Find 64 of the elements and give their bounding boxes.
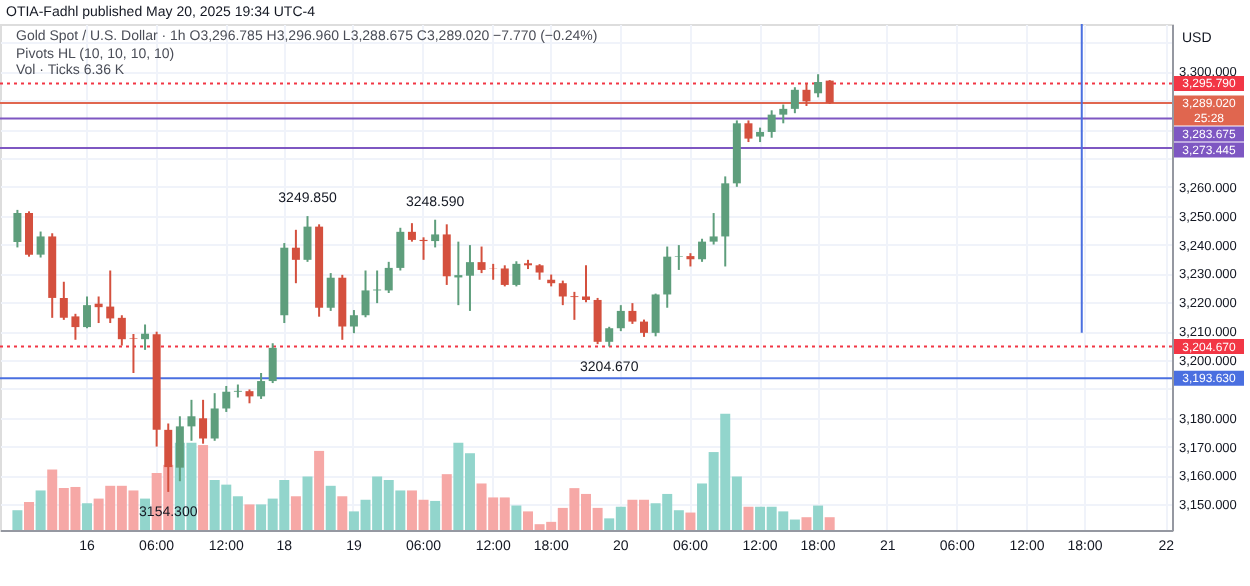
bar bbox=[244, 504, 255, 530]
candlestick bbox=[651, 292, 660, 338]
bar bbox=[82, 503, 93, 530]
bar bbox=[314, 450, 325, 530]
candlestick bbox=[570, 290, 579, 321]
bar bbox=[198, 445, 209, 530]
candlestick bbox=[465, 244, 474, 312]
candlestick bbox=[593, 296, 602, 346]
bar bbox=[290, 496, 301, 530]
candlestick bbox=[257, 371, 266, 400]
bar bbox=[685, 512, 696, 530]
bar bbox=[325, 485, 336, 530]
candlestick bbox=[558, 279, 567, 307]
candlestick bbox=[13, 208, 22, 249]
candlestick bbox=[825, 79, 834, 106]
candlestick bbox=[141, 323, 150, 351]
candlestick bbox=[303, 215, 312, 263]
candlestick bbox=[268, 342, 277, 385]
candlestick bbox=[407, 222, 416, 243]
candlestick bbox=[779, 103, 788, 125]
candlestick bbox=[663, 245, 672, 309]
candlestick bbox=[222, 384, 231, 413]
candlestick bbox=[361, 269, 370, 319]
bar bbox=[441, 474, 452, 530]
bar bbox=[35, 490, 46, 530]
bar bbox=[813, 505, 824, 530]
candlestick bbox=[698, 237, 707, 263]
bar bbox=[430, 500, 441, 530]
bar bbox=[12, 510, 23, 530]
candlestick bbox=[396, 226, 405, 272]
bar bbox=[24, 502, 35, 530]
candlestick bbox=[582, 264, 590, 304]
candlestick bbox=[814, 73, 823, 99]
candlestick bbox=[709, 212, 718, 246]
candlestick bbox=[628, 302, 637, 325]
candlestick bbox=[210, 392, 219, 442]
bar bbox=[302, 476, 313, 530]
candlestick bbox=[187, 398, 196, 442]
candlestick bbox=[605, 325, 614, 348]
candlestick bbox=[616, 304, 625, 333]
candlestick bbox=[83, 295, 92, 330]
bar bbox=[801, 517, 812, 530]
candlestick bbox=[106, 269, 115, 325]
candlestick bbox=[802, 82, 811, 107]
bar bbox=[743, 506, 754, 530]
candlestick bbox=[25, 210, 34, 258]
bar bbox=[824, 517, 835, 530]
candlestick bbox=[744, 119, 753, 144]
candlestick bbox=[442, 223, 451, 286]
candlestick bbox=[326, 272, 335, 312]
candlestick bbox=[384, 260, 393, 295]
candlestick bbox=[790, 86, 799, 115]
candlestick bbox=[500, 264, 509, 288]
candlestick bbox=[233, 383, 242, 399]
bar bbox=[511, 505, 522, 530]
candlestick bbox=[36, 230, 45, 259]
candlestick bbox=[431, 218, 440, 249]
candlestick bbox=[674, 244, 683, 271]
candlestick bbox=[291, 228, 300, 285]
candlestick bbox=[199, 398, 208, 445]
candlestick bbox=[767, 109, 776, 139]
candlestick bbox=[349, 309, 358, 335]
bar bbox=[337, 496, 348, 530]
candlestick bbox=[512, 260, 521, 288]
